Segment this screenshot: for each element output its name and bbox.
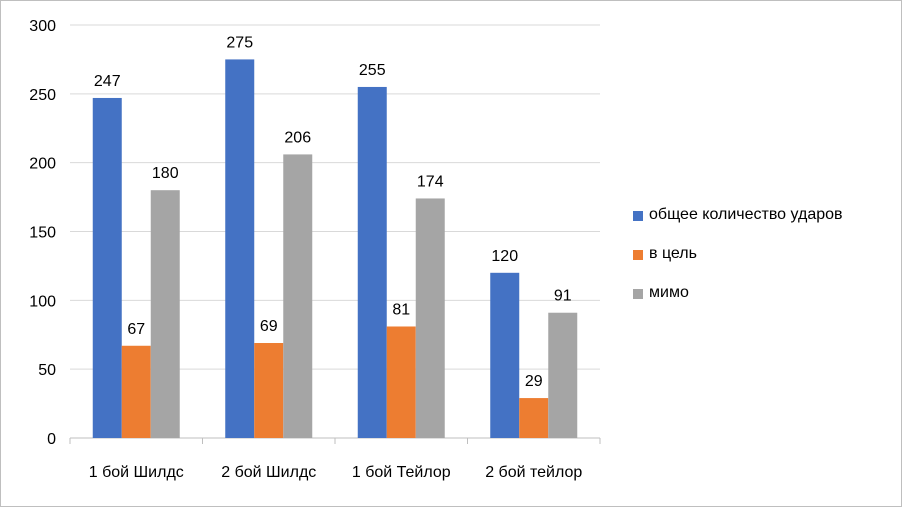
- data-label: 120: [491, 248, 518, 265]
- y-tick-label: 50: [38, 362, 56, 379]
- y-tick-label: 300: [29, 18, 56, 35]
- data-label: 91: [554, 288, 572, 305]
- legend-swatch: [633, 211, 643, 221]
- bar: [150, 190, 180, 438]
- bar: [548, 312, 578, 438]
- bar: [490, 272, 520, 438]
- data-label: 180: [152, 165, 179, 182]
- x-tick-label: 2 бой тейлор: [485, 464, 582, 481]
- data-label: 29: [525, 373, 543, 390]
- data-label: 247: [94, 73, 121, 90]
- y-tick-label: 100: [29, 293, 56, 310]
- bar: [121, 345, 151, 438]
- data-label: 206: [284, 129, 311, 146]
- data-label: 255: [359, 62, 386, 79]
- data-label: 81: [392, 301, 410, 318]
- y-tick-label: 0: [47, 431, 56, 448]
- data-label: 275: [226, 34, 253, 51]
- bar: [519, 398, 549, 438]
- bar: [415, 198, 445, 438]
- x-tick-label: 1 бой Шилдс: [89, 464, 184, 481]
- y-tick-label: 200: [29, 156, 56, 173]
- legend-label: мимо: [649, 284, 689, 301]
- x-tick-label: 1 бой Тейлор: [352, 464, 451, 481]
- bar: [283, 154, 313, 438]
- bar: [357, 86, 387, 438]
- bar: [386, 326, 416, 438]
- bar: [254, 343, 284, 438]
- data-label: 69: [260, 318, 278, 335]
- legend-swatch: [633, 250, 643, 260]
- legend-label: в цель: [649, 245, 697, 262]
- data-label: 174: [417, 173, 444, 190]
- y-tick-label: 150: [29, 225, 56, 242]
- bar: [225, 59, 255, 439]
- data-label: 67: [127, 321, 145, 338]
- y-tick-label: 250: [29, 87, 56, 104]
- legend-swatch: [633, 289, 643, 299]
- bar: [92, 97, 122, 439]
- legend-label: общее количество ударов: [649, 206, 843, 223]
- x-tick-label: 2 бой Шилдс: [221, 464, 316, 481]
